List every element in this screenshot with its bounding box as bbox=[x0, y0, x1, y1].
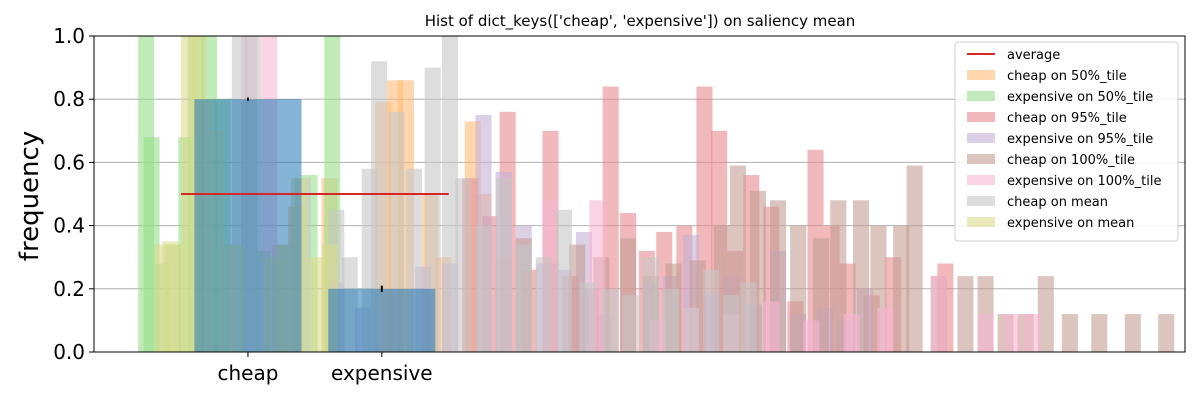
hist-bar bbox=[622, 295, 639, 352]
legend-swatch bbox=[967, 175, 995, 185]
y-axis-label: frequency bbox=[15, 131, 45, 261]
plot-frame bbox=[93, 35, 1186, 353]
legend-swatch bbox=[967, 112, 995, 122]
legend-swatch bbox=[967, 133, 995, 143]
x-axis: cheap expensive bbox=[217, 352, 433, 385]
category-bar-cheap bbox=[194, 99, 302, 352]
hist-bar bbox=[893, 225, 910, 352]
legend-label: expensive on 50%_tile bbox=[1007, 90, 1153, 105]
category-bars bbox=[194, 97, 436, 352]
hist-bar bbox=[1004, 314, 1021, 352]
hist-bar bbox=[763, 301, 780, 352]
y-tick-label: 0.4 bbox=[53, 214, 85, 238]
y-tick-label: 0.8 bbox=[53, 87, 85, 111]
hist-bar bbox=[371, 61, 388, 352]
hist-bar bbox=[740, 282, 757, 352]
hist-bar bbox=[308, 257, 325, 352]
legend-entry: expensive on 100%_tile bbox=[967, 174, 1161, 189]
hist-bar bbox=[877, 307, 894, 352]
legend-label: expensive on 95%_tile bbox=[1007, 132, 1153, 147]
hist-bar bbox=[1024, 314, 1041, 352]
legend-entry: cheap on mean bbox=[967, 195, 1108, 210]
legend-swatch bbox=[967, 91, 995, 101]
legend-entry: cheap on 95%_tile bbox=[967, 111, 1127, 126]
y-tick-label: 0.0 bbox=[53, 340, 85, 364]
hist-bar bbox=[703, 269, 720, 352]
y-tick-label: 1.0 bbox=[53, 24, 85, 48]
legend-swatch bbox=[967, 196, 995, 206]
hist-bar bbox=[957, 276, 974, 352]
hist-bar bbox=[977, 314, 994, 352]
hist-bar bbox=[535, 257, 552, 352]
hist-bar bbox=[662, 288, 679, 352]
hist-bar bbox=[1037, 276, 1054, 352]
legend-swatch bbox=[967, 154, 995, 164]
hist-bar bbox=[475, 225, 492, 352]
hist-bar bbox=[1061, 314, 1078, 352]
hist-bar bbox=[602, 288, 619, 352]
legend-entry: expensive on 95%_tile bbox=[967, 132, 1153, 147]
legend-swatch bbox=[967, 70, 995, 80]
legend-entry: cheap on 50%_tile bbox=[967, 69, 1127, 84]
legend-label: cheap on 95%_tile bbox=[1007, 111, 1127, 126]
legend-label: cheap on 100%_tile bbox=[1007, 153, 1135, 168]
y-tick-label: 0.6 bbox=[53, 150, 85, 174]
hist-bar bbox=[830, 200, 847, 352]
category-bar-expensive bbox=[328, 288, 436, 352]
hist-bar bbox=[1091, 314, 1108, 352]
legend-label: cheap on 50%_tile bbox=[1007, 69, 1127, 84]
hist-bar bbox=[515, 244, 532, 352]
legend-label: expensive on mean bbox=[1007, 216, 1134, 231]
hist-bar bbox=[930, 276, 947, 352]
x-tick-label-expensive: expensive bbox=[331, 361, 433, 385]
y-tick-label: 0.2 bbox=[53, 277, 85, 301]
hist-bar bbox=[790, 225, 807, 352]
hist-bar bbox=[843, 314, 860, 352]
hist-bar bbox=[1158, 314, 1175, 352]
hist-bar bbox=[1124, 314, 1141, 352]
x-tick-label-cheap: cheap bbox=[217, 361, 278, 385]
legend-label: expensive on 100%_tile bbox=[1007, 174, 1161, 189]
y-axis: 0.0 0.2 0.4 0.6 0.8 1.0 bbox=[53, 24, 94, 364]
legend-label: average bbox=[1007, 48, 1060, 63]
legend-entry: cheap on 100%_tile bbox=[967, 153, 1135, 168]
hist-bar bbox=[555, 209, 572, 352]
hist-bar bbox=[579, 282, 596, 352]
legend-label: cheap on mean bbox=[1007, 195, 1108, 210]
legend-entry: expensive on mean bbox=[967, 216, 1134, 231]
legend-entry: expensive on 50%_tile bbox=[967, 90, 1153, 105]
legend-swatch bbox=[967, 217, 995, 227]
hist-bar bbox=[424, 67, 441, 352]
legend-entry: average bbox=[967, 48, 1060, 63]
chart-title: Hist of dict_keys(['cheap', 'expensive']… bbox=[425, 12, 856, 31]
hist-bar bbox=[642, 257, 659, 352]
hist-bar bbox=[803, 320, 820, 352]
hist-bar bbox=[723, 295, 740, 352]
hist-bar bbox=[906, 165, 923, 352]
legend: average cheap on 50%_tile expensive on 50%… bbox=[954, 41, 1179, 242]
hist-bar bbox=[495, 178, 512, 352]
hist-bar bbox=[442, 36, 459, 352]
hist-bar bbox=[455, 178, 472, 352]
hist-bar bbox=[683, 307, 700, 352]
legend-box bbox=[954, 41, 1179, 242]
